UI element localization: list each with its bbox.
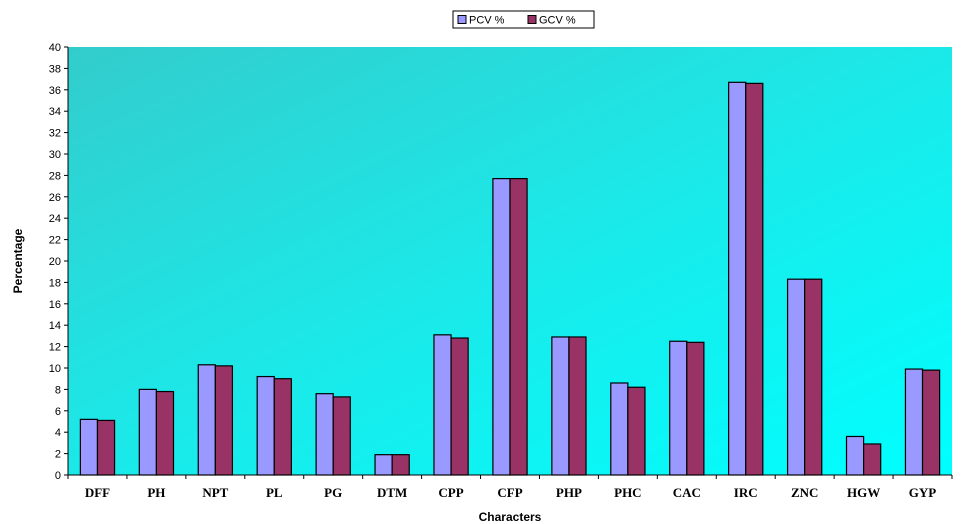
bar-gcv-ph: [155, 390, 175, 476]
bar-gcv-php: [568, 336, 587, 476]
bar-gcv-dtm: [391, 454, 410, 476]
y-tick-label: 34: [49, 106, 61, 118]
bar-gcv-dff: [96, 419, 116, 476]
y-tick-label: 30: [49, 149, 61, 161]
y-tick-label: 24: [49, 213, 61, 225]
x-tick-label: PHC: [614, 485, 641, 500]
y-tick-label: 16: [49, 299, 61, 311]
bar-pcv-php: [551, 336, 570, 476]
bar-pcv-irc: [728, 81, 747, 476]
y-tick-label: 14: [49, 320, 61, 332]
legend-box: [452, 10, 595, 29]
bar-pcv-ph: [138, 388, 157, 476]
bar-pcv-pg: [315, 393, 334, 476]
bar-pcv-gyp: [904, 368, 924, 476]
bar-gcv-hgw: [862, 443, 882, 476]
bar-pcv-dtm: [374, 454, 393, 476]
x-tick-label: PG: [324, 485, 342, 500]
x-tick-label: GYP: [909, 485, 937, 500]
bar-pcv-dff: [79, 418, 99, 476]
bars: [79, 81, 941, 476]
legend-label-series-1: GCV %: [539, 15, 576, 27]
bar-gcv-cpp: [450, 337, 469, 476]
x-tick-label: NPT: [202, 485, 228, 500]
y-tick-label: 40: [49, 42, 61, 54]
x-tick-label: CAC: [673, 485, 701, 500]
y-tick-label: 4: [55, 427, 61, 439]
bar-pcv-npt: [197, 364, 216, 476]
y-tick-label: 8: [55, 384, 61, 396]
x-tick-label: IRC: [734, 485, 758, 500]
x-tick-label: HGW: [847, 485, 880, 500]
bar-gcv-pg: [332, 396, 351, 476]
legend-swatch-series-1: [527, 15, 537, 24]
x-tick-label: ZNC: [791, 485, 818, 500]
x-tick-label: PHP: [556, 485, 582, 500]
bar-pcv-cpp: [433, 334, 452, 476]
bar-gcv-npt: [214, 365, 234, 476]
bar-pcv-cfp: [492, 178, 511, 476]
bar-gcv-phc: [627, 386, 646, 476]
y-tick-label: 6: [55, 406, 61, 418]
y-tick-label: 26: [49, 192, 61, 204]
x-axis: DFF PH NPT PL PG DTM CPP CFP PHP PHC CAC IRC ZNC HGW G…: [67, 474, 953, 500]
bar-pcv-phc: [610, 382, 629, 476]
legend: PCV % GCV %: [452, 10, 595, 29]
y-tick-label: 36: [49, 85, 61, 97]
y-tick-label: 0: [55, 470, 61, 482]
y-tick-label: 12: [49, 342, 61, 354]
bar-gcv-gyp: [921, 369, 941, 476]
y-tick-label: 32: [49, 128, 61, 140]
x-tick-label: CFP: [497, 485, 522, 500]
x-tick-label: DFF: [85, 485, 110, 500]
x-tick-label: PH: [147, 485, 165, 500]
bar-gcv-pl: [273, 378, 292, 476]
x-tick-label: PL: [266, 485, 283, 500]
bar-gcv-cfp: [509, 178, 528, 476]
bar-gcv-irc: [745, 82, 764, 476]
y-axis-title: Percentage: [11, 228, 25, 293]
bar-gcv-znc: [804, 278, 823, 476]
x-tick-label: DTM: [377, 485, 407, 500]
y-tick-label: 10: [49, 363, 61, 375]
bar-gcv-cac: [686, 341, 705, 476]
y-tick-label: 38: [49, 63, 61, 75]
y-tick-label: 22: [49, 235, 61, 247]
bar-pcv-hgw: [845, 435, 865, 476]
x-axis-title: Characters: [479, 510, 542, 524]
bar-pcv-znc: [786, 278, 806, 476]
legend-label-series-0: PCV %: [469, 15, 505, 27]
y-tick-label: 28: [49, 170, 61, 182]
y-tick-label: 20: [49, 256, 61, 268]
y-tick-label: 18: [49, 277, 61, 289]
bar-pcv-pl: [256, 375, 275, 476]
bar-pcv-cac: [669, 340, 688, 476]
legend-swatch-series-0: [457, 15, 467, 24]
y-tick-label: 2: [55, 449, 61, 461]
x-tick-label: CPP: [438, 485, 463, 500]
